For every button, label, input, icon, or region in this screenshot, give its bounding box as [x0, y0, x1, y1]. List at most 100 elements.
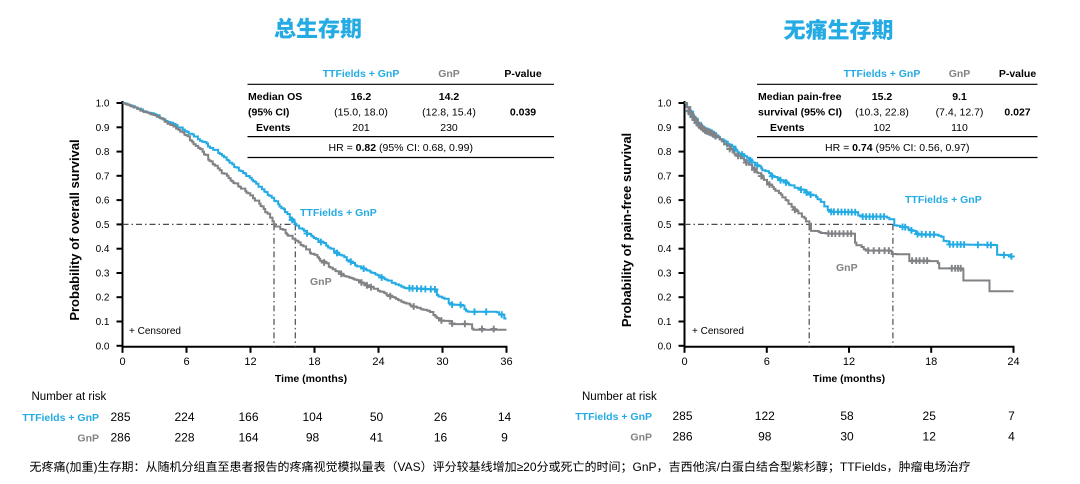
svg-text:12: 12 [244, 356, 256, 368]
svg-text:(7.4, 12.7): (7.4, 12.7) [936, 107, 984, 119]
svg-text:(10.3, 22.8): (10.3, 22.8) [855, 107, 909, 119]
svg-text:TTFields: TTFields [840, 460, 887, 474]
svg-text:6: 6 [183, 356, 189, 368]
svg-text:6: 6 [764, 356, 770, 368]
svg-text:Events: Events [256, 122, 291, 134]
svg-text:16.2: 16.2 [351, 91, 372, 103]
svg-text:GnP: GnP [836, 262, 858, 274]
svg-text:HR = 0.74 (95% CI: 0.56, 0.97): HR = 0.74 (95% CI: 0.56, 0.97) [825, 142, 969, 154]
svg-text:0.9: 0.9 [658, 123, 672, 134]
svg-text:+ Censored: + Censored [692, 326, 744, 337]
svg-text:224: 224 [174, 410, 194, 424]
svg-text:Median OS: Median OS [248, 91, 302, 103]
svg-text:12: 12 [923, 430, 937, 444]
svg-text:Median pain-free: Median pain-free [758, 91, 842, 103]
svg-text:Time (months): Time (months) [813, 373, 885, 385]
svg-text:Probability of overall surviva: Probability of overall survival [67, 139, 82, 320]
svg-text:0.0: 0.0 [658, 341, 672, 352]
svg-text:14.2: 14.2 [439, 91, 460, 103]
svg-text:110: 110 [951, 122, 968, 134]
svg-text:0.2: 0.2 [658, 293, 672, 304]
svg-text:1.0: 1.0 [658, 99, 672, 110]
svg-text:230: 230 [440, 122, 458, 134]
svg-text:0.8: 0.8 [96, 147, 110, 158]
svg-text:0.027: 0.027 [1004, 107, 1030, 119]
svg-text:18: 18 [925, 356, 937, 368]
svg-text:41: 41 [370, 431, 384, 445]
svg-text:0.3: 0.3 [96, 269, 110, 280]
svg-text:285: 285 [672, 409, 692, 423]
svg-text:GnP: GnP [949, 68, 971, 80]
svg-text:0.6: 0.6 [658, 196, 672, 207]
svg-text:Time (months): Time (months) [275, 373, 347, 385]
svg-text:24: 24 [1007, 356, 1019, 368]
svg-text:TTFields + GnP: TTFields + GnP [844, 68, 921, 80]
svg-text:0.4: 0.4 [658, 244, 672, 255]
svg-text:25: 25 [923, 409, 937, 423]
svg-text:18: 18 [308, 356, 320, 368]
svg-text:≥20: ≥20 [517, 460, 537, 474]
svg-text:7: 7 [1008, 409, 1015, 423]
svg-text:): ) [94, 460, 98, 474]
svg-text:14: 14 [498, 410, 512, 424]
svg-text:286: 286 [672, 430, 692, 444]
svg-text:164: 164 [238, 431, 258, 445]
svg-text:P-value: P-value [504, 68, 542, 80]
svg-text:16: 16 [434, 431, 448, 445]
svg-text:0.1: 0.1 [658, 317, 672, 328]
svg-text:GnP: GnP [633, 460, 657, 474]
svg-text:201: 201 [352, 122, 370, 134]
svg-text:286: 286 [110, 431, 130, 445]
svg-text:0.5: 0.5 [658, 220, 672, 231]
svg-text:0.039: 0.039 [510, 107, 536, 119]
svg-text:0.7: 0.7 [96, 171, 110, 182]
svg-text:24: 24 [372, 356, 384, 368]
svg-text:102: 102 [873, 122, 891, 134]
svg-text:166: 166 [238, 410, 258, 424]
svg-text:0.1: 0.1 [96, 317, 110, 328]
svg-text:TTFields + GnP: TTFields + GnP [22, 412, 99, 424]
svg-text:0.5: 0.5 [96, 220, 110, 231]
svg-text:0.3: 0.3 [658, 269, 672, 280]
svg-text:Number at risk: Number at risk [582, 391, 657, 403]
svg-text:TTFields + GnP: TTFields + GnP [323, 68, 400, 80]
svg-text:0.4: 0.4 [96, 244, 110, 255]
svg-text:9: 9 [501, 431, 508, 445]
svg-text:98: 98 [306, 431, 320, 445]
svg-text:0.8: 0.8 [658, 147, 672, 158]
svg-text:VAS: VAS [398, 460, 421, 474]
svg-text:survival (95% CI): survival (95% CI) [758, 107, 842, 119]
svg-text:0.0: 0.0 [96, 341, 110, 352]
svg-text:TTFields + GnP: TTFields + GnP [575, 411, 652, 423]
svg-text:TTFields + GnP: TTFields + GnP [300, 207, 377, 219]
svg-text:0.7: 0.7 [658, 171, 672, 182]
svg-text:36: 36 [500, 356, 512, 368]
svg-text:98: 98 [758, 430, 772, 444]
svg-text:0: 0 [681, 356, 687, 368]
svg-text:30: 30 [436, 356, 448, 368]
svg-text:12: 12 [843, 356, 855, 368]
svg-text:4: 4 [1008, 430, 1015, 444]
svg-text:Events: Events [770, 122, 805, 134]
svg-text:30: 30 [840, 430, 854, 444]
svg-text:P-value: P-value [999, 68, 1037, 80]
svg-text:HR = 0.82 (95% CI: 0.68, 0.99): HR = 0.82 (95% CI: 0.68, 0.99) [329, 142, 473, 154]
svg-text:TTFields + GnP: TTFields + GnP [905, 194, 982, 206]
svg-text:1.0: 1.0 [96, 99, 110, 110]
svg-text:(95% CI): (95% CI) [248, 107, 289, 119]
svg-text:9.1: 9.1 [952, 91, 967, 103]
svg-text:0.9: 0.9 [96, 123, 110, 134]
svg-text:+ Censored: + Censored [129, 326, 181, 337]
svg-text:0.6: 0.6 [96, 196, 110, 207]
svg-text:(: ( [66, 460, 70, 474]
svg-text:15.2: 15.2 [872, 91, 893, 103]
svg-text:58: 58 [840, 409, 854, 423]
svg-text:/: / [717, 460, 721, 474]
svg-text:50: 50 [370, 410, 384, 424]
svg-text:285: 285 [110, 410, 130, 424]
svg-text:0.2: 0.2 [96, 293, 110, 304]
svg-text:104: 104 [302, 410, 322, 424]
svg-text:GnP: GnP [77, 433, 99, 445]
svg-text:GnP: GnP [438, 68, 460, 80]
svg-text:(12.8, 15.4): (12.8, 15.4) [422, 107, 476, 119]
